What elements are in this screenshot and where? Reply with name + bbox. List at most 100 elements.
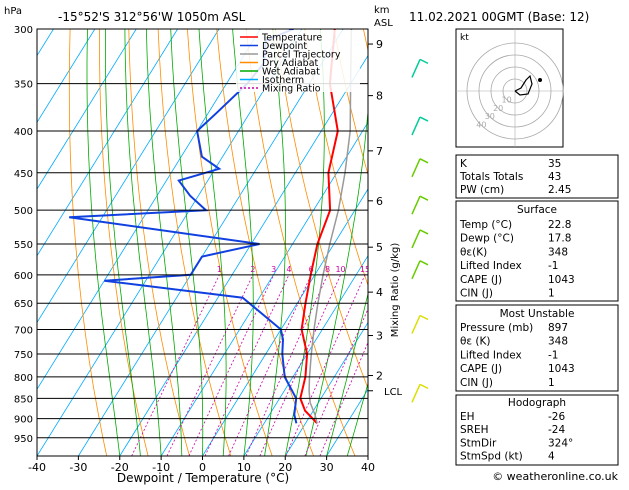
most-unstable-title: Most Unstable (500, 308, 575, 320)
storm-motion-marker (538, 78, 542, 82)
isotherm-line (37, 29, 261, 391)
legend-label: Mixing Ratio (262, 84, 321, 95)
wind-barb-flag (419, 116, 429, 122)
dewpoint-profile (69, 29, 298, 424)
asl-label: ASL (374, 18, 393, 29)
table-row-label: Lifted Index (460, 349, 522, 361)
km-tick-label: 4 (376, 286, 383, 299)
km-tick-label: 6 (376, 195, 383, 208)
table-row-value: -24 (548, 424, 565, 436)
isotherm-line (37, 29, 178, 257)
legend-label: Dewpoint (262, 41, 307, 52)
wind-barb-staff (411, 260, 421, 280)
isotherm-line (37, 29, 96, 124)
table-row-label: Pressure (mb) (460, 322, 533, 334)
wet-adiabat-line (326, 292, 368, 456)
wind-barbs (411, 58, 429, 403)
hodograph-ring-label: 30 (485, 112, 495, 121)
pressure-tick-label: 800 (14, 373, 33, 384)
wet-adiabat-line (170, 29, 204, 456)
dry-adiabat-line (187, 29, 273, 456)
table-row-value: 348 (548, 336, 568, 348)
dry-adiabat-line (333, 29, 368, 176)
table-row-label: EH (460, 411, 475, 423)
temperature-tick-label: -40 (28, 461, 46, 474)
wind-barb-staff (411, 384, 421, 403)
most-unstable-box (455, 304, 619, 392)
mixing-ratio-label: 15 (360, 265, 370, 274)
table-row-label: θε(K) (460, 246, 487, 258)
wind-barb-flag (419, 58, 429, 65)
legend-label: Wet Adiabat (262, 67, 320, 78)
mixing-ratio-label: 20 (378, 265, 388, 274)
mixing-ratio-line (259, 274, 341, 456)
table-row-value: -26 (548, 411, 565, 423)
table-row-value: -1 (548, 349, 558, 361)
table-row-value: 324° (548, 437, 573, 449)
wind-barb-staff (411, 158, 421, 178)
table-row-label: Lifted Index (460, 260, 522, 272)
isotherm-line (0, 29, 12, 456)
table-row-label: CAPE (J) (460, 363, 502, 375)
mixing-ratio-label: 3 (271, 265, 276, 274)
table-row-label: CIN (J) (460, 377, 493, 389)
table-row-value: 1043 (548, 363, 575, 375)
pressure-tick-label: 650 (14, 299, 33, 310)
table-row-value: -1 (548, 260, 558, 272)
dry-adiabat-line (99, 29, 149, 456)
pressure-tick-label: 850 (14, 394, 33, 405)
table-row-value: 1 (548, 288, 555, 300)
km-tick-label: 2 (376, 370, 383, 383)
mixing-ratio-label: 8 (325, 265, 330, 274)
temperature-tick-label: 0 (199, 461, 206, 474)
mixing-ratio-label: 2 (250, 265, 255, 274)
table-row-value: 22.8 (548, 219, 571, 231)
mixing-ratio-label: 10 (335, 265, 345, 274)
table-row-label: Dewp (°C) (460, 233, 514, 245)
table-row-value: 2.45 (548, 184, 571, 196)
temperature-tick-label: 30 (320, 461, 334, 474)
table-row-label: PW (cm) (460, 184, 504, 196)
wind-barb-flag (419, 158, 429, 164)
pressure-tick-label: 550 (14, 240, 33, 251)
pressure-tick-label: 600 (14, 271, 33, 282)
table-row-value: 897 (548, 322, 568, 334)
pressure-tick-label: 750 (14, 350, 33, 361)
isotherm-line (160, 121, 368, 456)
hodograph-trace (514, 74, 533, 96)
legend-label: Temperature (261, 33, 322, 44)
table-row-label: StmDir (460, 437, 497, 449)
wind-barb-staff (411, 229, 421, 249)
datetime-header: 11.02.2021 00GMT (Base: 12) (409, 10, 589, 24)
wet-adiabat-line (124, 29, 162, 456)
surface-title: Surface (517, 204, 557, 216)
temperature-tick-label: -10 (152, 461, 170, 474)
surface-box (455, 200, 619, 302)
pressure-tick-label: 500 (14, 206, 33, 217)
km-tick-label: 5 (376, 241, 383, 254)
isotherm-line (78, 29, 344, 456)
mixing-ratio-line (304, 307, 368, 456)
wind-barb-staff (411, 59, 421, 78)
table-row-label: SREH (460, 424, 489, 436)
location-header: -15°52'S 312°56'W 1050m ASL (58, 10, 246, 24)
hodograph-frame (455, 28, 564, 148)
table-row-value: 1043 (548, 274, 575, 286)
mixing-ratio-label: 1 (217, 265, 222, 274)
pressure-tick-label: 350 (14, 80, 33, 91)
hodograph-table-box (455, 394, 619, 466)
mixing-ratio-line (319, 341, 368, 456)
wind-barb-flag (419, 229, 429, 235)
km-tick-label: 8 (376, 90, 383, 103)
table-row-label: Temp (°C) (459, 219, 512, 231)
table-row-label: θε (K) (460, 336, 491, 348)
mixing-ratio-axis-title: Mixing Ratio (g/kg) (390, 243, 401, 338)
wind-barb-flag (419, 195, 429, 201)
isotherm-line (284, 321, 368, 456)
pressure-tick-label: 300 (14, 25, 33, 36)
legend-background (236, 30, 360, 92)
table-row-label: StmSpd (kt) (460, 451, 523, 463)
legend-label: Isotherm (262, 75, 304, 86)
